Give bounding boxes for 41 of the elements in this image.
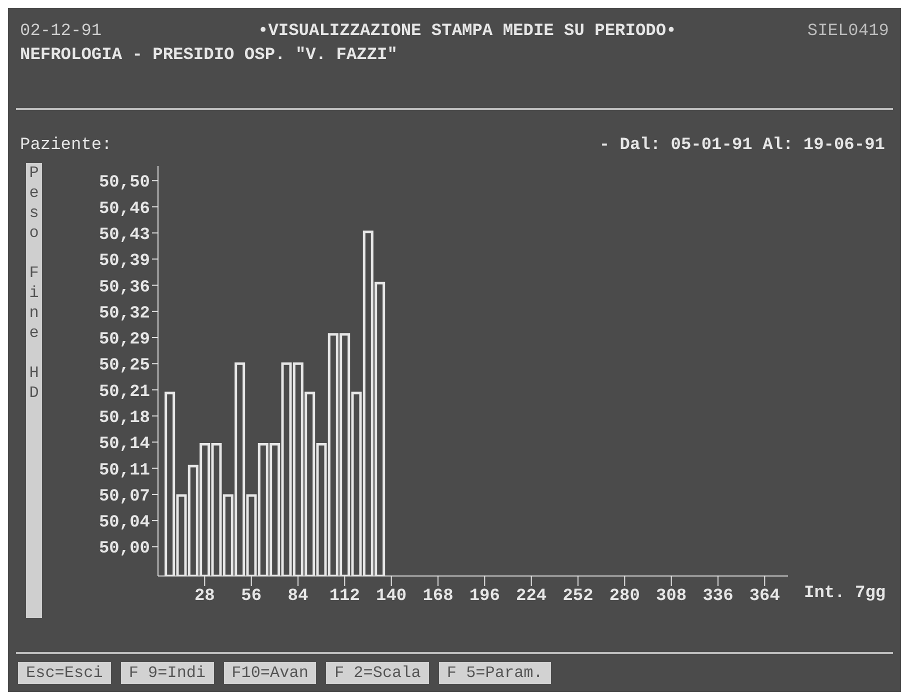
- y-tick-label: 50,32: [98, 304, 150, 324]
- y-tick-label: 50,39: [98, 252, 150, 272]
- x-tick-label: 224: [516, 587, 547, 606]
- y-tick-label: 50,11: [98, 461, 150, 480]
- x-axis-title: Int. 7gg: [804, 584, 886, 603]
- text: Paziente:: [20, 136, 112, 155]
- chart-title: •VISUALIZZAZIONE STAMPA MEDIE SU PERIODO•: [258, 22, 676, 41]
- y-tick-label: 50,43: [98, 226, 150, 245]
- y-tick-label: 50,50: [98, 174, 150, 193]
- y-tick-label: 50,36: [98, 278, 150, 298]
- text: SIEL0419: [807, 22, 889, 41]
- x-tick-label: 364: [749, 587, 780, 606]
- x-tick-label: 308: [656, 587, 687, 606]
- y-tick-label: 50,18: [98, 408, 150, 428]
- x-tick-label: 84: [288, 587, 308, 606]
- y-tick-label: 50,29: [98, 330, 150, 350]
- x-tick-label: 196: [469, 587, 500, 606]
- x-tick-label: 140: [376, 587, 407, 606]
- chart-subtitle: NEFROLOGIA - PRESIDIO OSP. "V. FAZZI": [20, 46, 398, 65]
- x-tick-label: 56: [241, 587, 262, 606]
- text: 02-12-91: [20, 22, 102, 41]
- y-tick-label: 50,46: [98, 200, 150, 219]
- y-tick-label: 50,07: [98, 487, 150, 506]
- text: Peso Fine HD: [29, 164, 39, 402]
- y-tick-label: 50,21: [98, 382, 150, 402]
- y-tick-label: 50,14: [98, 435, 150, 454]
- text: F 2=Scala: [326, 662, 429, 684]
- x-tick-label: 28: [194, 587, 215, 606]
- y-tick-label: 50,04: [98, 514, 150, 533]
- text: Esc=Esci: [18, 662, 111, 684]
- text: F 5=Param.: [438, 662, 551, 684]
- x-tick-label: 336: [702, 587, 734, 606]
- text: F10=Avan: [224, 662, 316, 684]
- x-tick-label: 112: [329, 587, 360, 606]
- text: - Dal: 05-01-91 Al: 19-06-91: [599, 136, 885, 155]
- x-tick-label: 168: [422, 587, 454, 606]
- x-tick-label: 280: [609, 587, 640, 606]
- x-tick-label: 252: [562, 587, 594, 606]
- y-tick-label: 50,25: [98, 356, 150, 376]
- text: F 9=Indi: [120, 662, 214, 684]
- y-tick-label: 50,00: [98, 540, 150, 559]
